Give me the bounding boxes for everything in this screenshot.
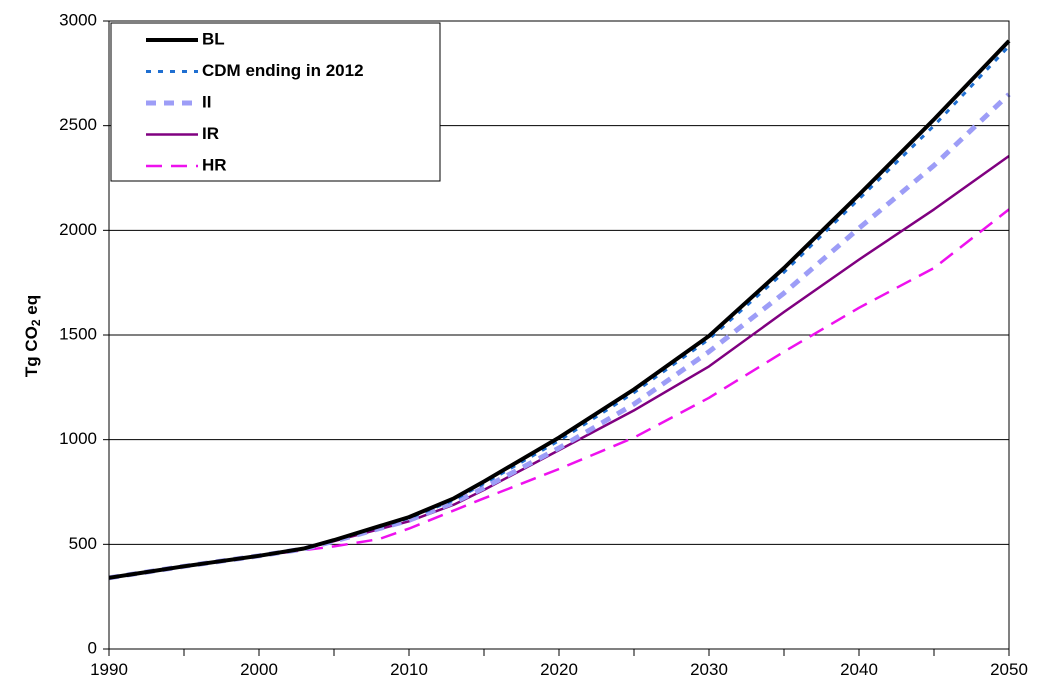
legend-label: HR [202,155,227,174]
legend-label: II [202,92,211,111]
y-axis-label-prefix: Tg CO [22,326,41,377]
legend-box [110,22,441,182]
y-tick-label: 1000 [59,429,97,448]
series-line-ir [108,154,1010,580]
y-tick-label: 2500 [59,115,97,134]
series-line-hr [108,208,1010,580]
x-tick-label: 2010 [390,660,428,679]
legend-label: IR [202,124,219,143]
x-tick-label: 2000 [240,660,278,679]
x-tick-label: 2050 [990,660,1028,679]
y-axis-label-suffix: eq [22,295,41,320]
series-line-bl [108,39,1011,580]
y-tick-label: 2000 [59,220,97,239]
legend-label: CDM ending in 2012 [202,61,364,80]
x-tick-label: 2030 [690,660,728,679]
y-axis-label: Tg CO2 eq [22,295,43,377]
x-tick-label: 2020 [540,660,578,679]
y-tick-label: 3000 [59,10,97,29]
y-tick-label: 500 [69,534,97,553]
legend-label: BL [202,29,225,48]
x-tick-label: 1990 [90,660,128,679]
y-axis-label-subscript: 2 [29,319,43,326]
y-tick-label: 0 [88,638,97,657]
y-tick-label: 1500 [59,324,97,343]
x-tick-label: 2040 [840,660,878,679]
